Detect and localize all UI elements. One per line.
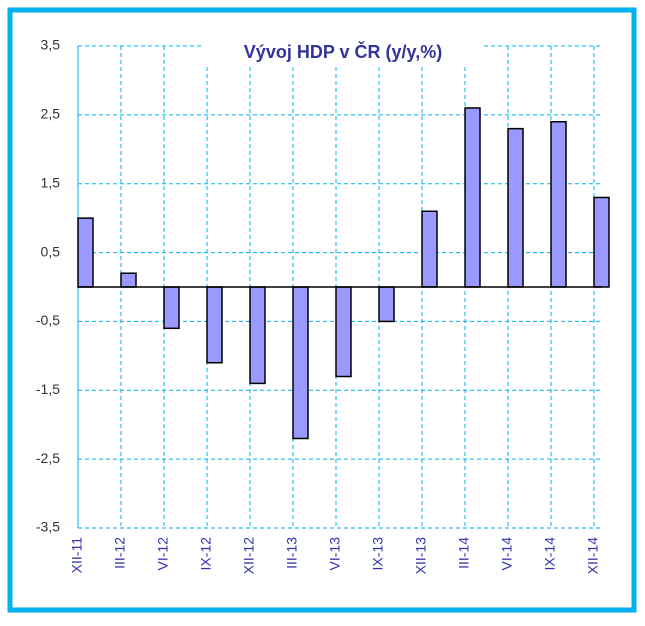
bar (206, 286, 223, 364)
y-tick-label: 0,5 (41, 243, 61, 259)
x-tick-label: XII-12 (241, 537, 257, 575)
x-tick-label: XII-14 (585, 537, 601, 575)
bar (163, 286, 180, 330)
x-tick-label: VI-14 (499, 537, 515, 571)
y-tick-label: -0,5 (36, 312, 60, 328)
x-tick-label: XII-11 (69, 537, 85, 574)
bar (292, 286, 309, 440)
y-tick-label: -1,5 (36, 381, 60, 397)
bar (421, 210, 438, 288)
bar (507, 127, 524, 288)
y-tick-label: 1,5 (41, 174, 61, 190)
x-tick-label: III-12 (112, 537, 128, 569)
x-tick-label: IX-14 (542, 537, 558, 571)
bar (249, 286, 266, 385)
bar (77, 217, 94, 288)
x-tick-label: VI-12 (155, 537, 171, 571)
marks (77, 107, 610, 440)
bar (120, 272, 137, 288)
x-tick-label: IX-12 (198, 537, 214, 571)
x-tick-label: VI-13 (327, 537, 343, 571)
frame (7, 7, 637, 613)
title-box (203, 38, 483, 66)
x-tick-label: IX-13 (370, 537, 386, 571)
bar (550, 120, 567, 288)
bar (378, 286, 395, 323)
chart-title: Vývoj HDP v ČR (y/y,%) (244, 41, 442, 62)
x-tick-label: III-13 (284, 537, 300, 569)
x-tick-label: XII-13 (413, 537, 429, 575)
y-tick-label: 2,5 (41, 106, 61, 122)
bar (464, 107, 481, 288)
x-tick-label: III-14 (456, 537, 472, 569)
y-tick-label: 3,5 (41, 37, 61, 53)
y-tick-label: -2,5 (36, 450, 60, 466)
bar (335, 286, 352, 378)
bar (593, 196, 610, 288)
y-tick-label: -3,5 (36, 519, 60, 535)
